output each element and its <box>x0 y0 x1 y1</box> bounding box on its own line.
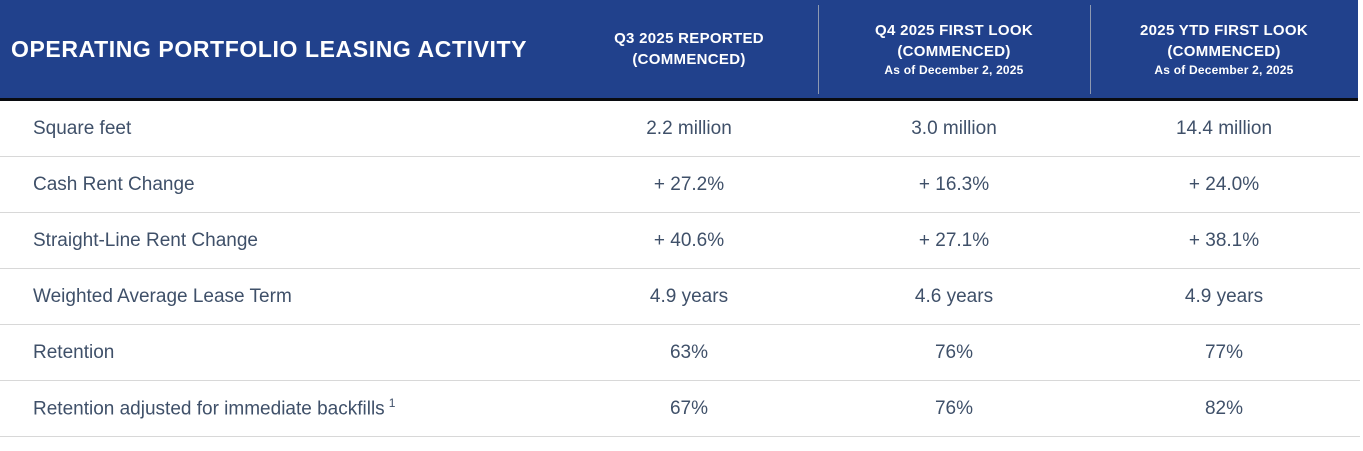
cell-value: 76% <box>934 341 974 363</box>
footnote-marker: 1 <box>388 396 396 411</box>
table-row: Retention 63% 76% 77% <box>0 325 1360 381</box>
column-header-line1: 2025 YTD FIRST LOOK <box>1140 21 1308 39</box>
row-label-text: Retention adjusted for immediate backfil… <box>33 398 385 420</box>
cell-value: 4.9 years <box>1184 285 1264 307</box>
column-header-line1: Q3 2025 REPORTED <box>614 30 764 47</box>
table-row: Square feet 2.2 million 3.0 million 14.4… <box>0 101 1360 157</box>
cell-value: + 38.1% <box>1188 229 1260 251</box>
row-label: Retention adjusted for immediate backfil… <box>0 396 560 420</box>
cell-value: 67% <box>669 397 709 419</box>
cell-value: + 16.3% <box>918 173 990 195</box>
cell-value: 76% <box>934 397 974 419</box>
table-row: Cash Rent Change + 27.2% + 16.3% + 24.0% <box>0 157 1360 213</box>
cell-value: 63% <box>669 341 709 363</box>
cell-value: + 40.6% <box>653 229 725 251</box>
cell-value: + 27.2% <box>653 173 725 195</box>
column-header-q4-2025-first-look: Q4 2025 FIRST LOOK (COMMENCED) As of Dec… <box>818 0 1090 98</box>
cell-value: 82% <box>1204 397 1244 419</box>
column-header-asof-date: As of December 2, 2025 <box>884 62 1024 77</box>
page-title: OPERATING PORTFOLIO LEASING ACTIVITY <box>11 35 528 62</box>
row-label: Retention <box>33 341 115 363</box>
table-header-bar: OPERATING PORTFOLIO LEASING ACTIVITY Q3 … <box>0 0 1358 101</box>
column-header-line2: (COMMENCED) <box>632 51 746 68</box>
cell-value: 3.0 million <box>911 117 997 139</box>
row-label: Cash Rent Change <box>33 173 195 195</box>
header-title-cell: OPERATING PORTFOLIO LEASING ACTIVITY <box>0 0 560 98</box>
table-body: Square feet 2.2 million 3.0 million 14.4… <box>0 101 1360 437</box>
cell-value: 2.2 million <box>646 117 732 139</box>
column-header-q3-2025-reported: Q3 2025 REPORTED (COMMENCED) <box>560 0 818 98</box>
column-header-line2: (COMMENCED) <box>897 42 1011 60</box>
column-header-asof-date: As of December 2, 2025 <box>1154 62 1294 77</box>
table-row: Retention adjusted for immediate backfil… <box>0 381 1360 437</box>
cell-value: 77% <box>1204 341 1244 363</box>
table-row: Straight-Line Rent Change + 40.6% + 27.1… <box>0 213 1360 269</box>
column-header-2025-ytd-first-look: 2025 YTD FIRST LOOK (COMMENCED) As of De… <box>1090 0 1358 98</box>
column-header-line2: (COMMENCED) <box>1167 42 1281 60</box>
row-label: Straight-Line Rent Change <box>33 229 258 251</box>
cell-value: 4.6 years <box>914 285 994 307</box>
row-label: Square feet <box>33 117 132 139</box>
cell-value: 14.4 million <box>1175 117 1273 139</box>
cell-value: 4.9 years <box>649 285 729 307</box>
cell-value: + 27.1% <box>918 229 990 251</box>
column-header-line1: Q4 2025 FIRST LOOK <box>875 21 1033 39</box>
cell-value: + 24.0% <box>1188 173 1260 195</box>
row-label: Weighted Average Lease Term <box>33 285 292 307</box>
table-row: Weighted Average Lease Term 4.9 years 4.… <box>0 269 1360 325</box>
